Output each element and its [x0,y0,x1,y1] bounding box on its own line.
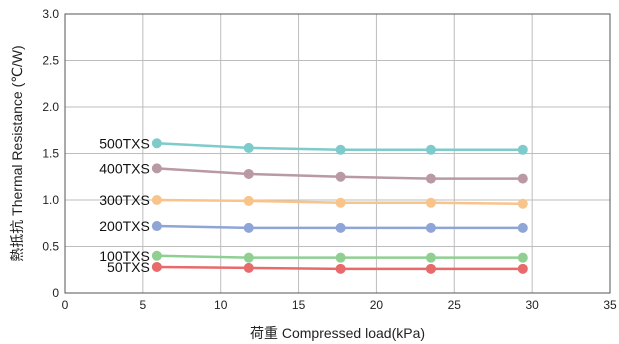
series-label: 500TXS [99,135,150,151]
series-label: 200TXS [99,218,150,234]
data-point [425,173,436,184]
y-tick-label: 3.0 [42,7,59,21]
data-point [151,138,162,149]
x-tick-label: 35 [603,298,617,312]
x-tick-label: 30 [525,298,539,312]
series-400txs [151,163,528,184]
x-tick-label: 5 [140,298,147,312]
y-tick-label: 0.5 [42,240,59,254]
data-point [243,262,254,273]
data-point [335,252,346,263]
series-label: 300TXS [99,192,150,208]
series-500txs [151,138,528,155]
series-300txs [151,195,528,209]
data-point [517,173,528,184]
data-point [243,168,254,179]
series-label: 400TXS [99,160,150,176]
y-axis-title: 熱抵抗 Thermal Resistance (℃/W) [9,45,25,261]
data-point [425,144,436,155]
x-axis-ticks: 0 5 10 15 20 25 30 35 [62,298,617,312]
data-point [243,195,254,206]
data-point [335,222,346,233]
data-point [517,198,528,209]
data-point [517,263,528,274]
series-200txs [151,221,528,233]
data-point [151,195,162,205]
series-label: 100TXS [99,248,150,264]
series-lines [151,138,528,274]
y-tick-label: 1.5 [42,147,59,161]
data-point [517,252,528,263]
x-tick-label: 10 [214,298,228,312]
data-point [425,252,436,263]
x-tick-label: 0 [62,298,69,312]
series-50txs [151,261,528,274]
y-tick-label: 1.0 [42,193,59,207]
y-tick-label: 0 [52,286,59,300]
data-point [335,144,346,155]
data-point [335,263,346,274]
data-point [335,197,346,208]
y-tick-label: 2.5 [42,54,59,68]
data-point [243,252,254,263]
x-tick-label: 15 [292,298,306,312]
data-point [243,222,254,233]
series-label: 50TXS [107,259,150,275]
data-point [425,222,436,233]
plot-area-frame [64,13,611,294]
data-point [151,163,162,174]
data-point [517,144,528,155]
data-point [243,142,254,153]
data-point [151,221,162,232]
y-tick-label: 2.0 [42,100,59,114]
data-point [425,263,436,274]
series-100txs [151,250,528,263]
data-point [151,250,162,261]
x-tick-label: 25 [448,298,462,312]
data-point [151,261,162,272]
x-axis-title: 荷重 Compressed load(kPa) [250,325,425,341]
data-point [335,171,346,182]
data-point [425,197,436,208]
x-tick-label: 20 [370,298,384,312]
y-axis-ticks: 0 0.5 1.0 1.5 2.0 2.5 3.0 [42,7,59,300]
data-point [517,222,528,233]
